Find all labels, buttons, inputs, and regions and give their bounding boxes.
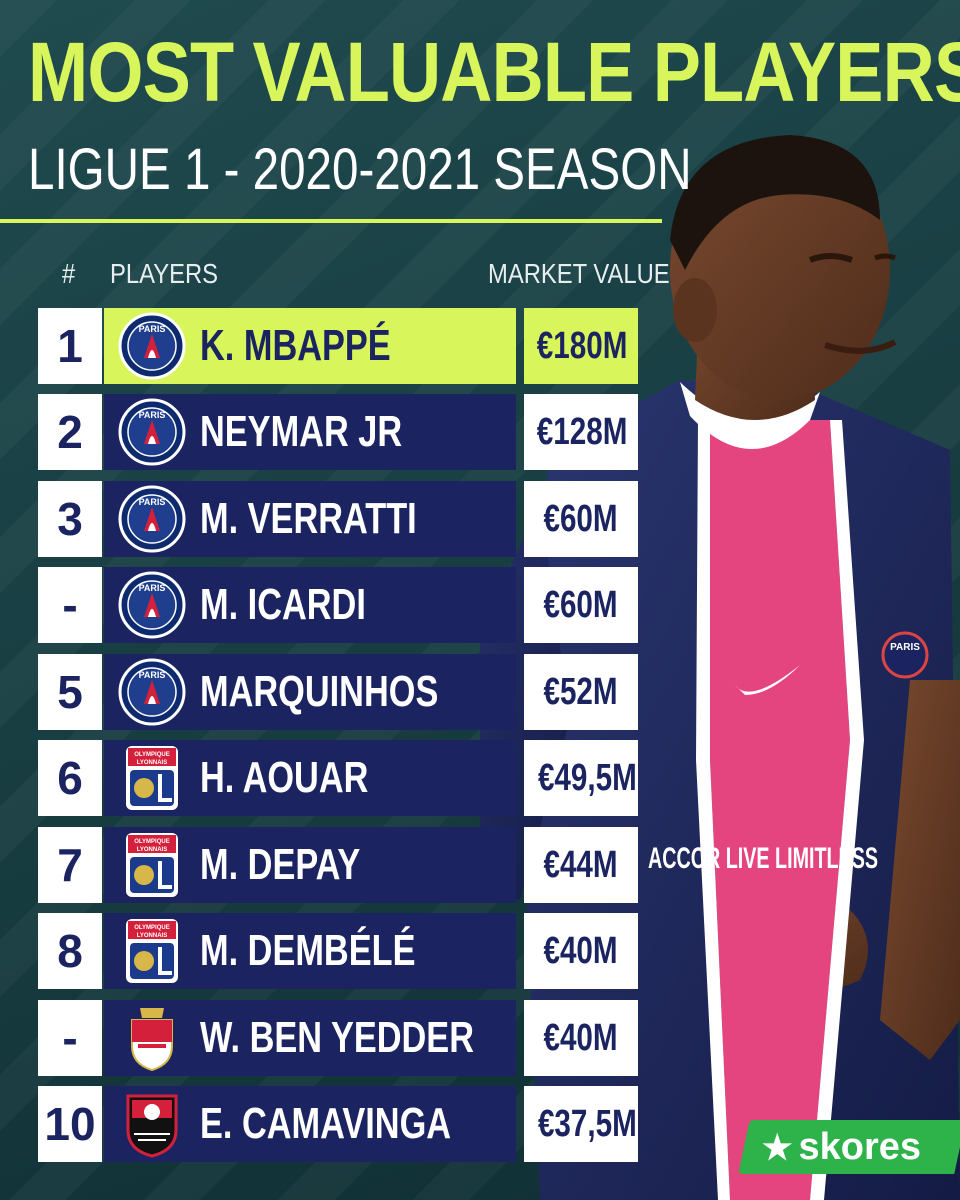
rank-number: 3 — [38, 481, 102, 557]
player-name-bar: PARIS MARQUINHOS — [104, 654, 516, 730]
player-row: 5 PARIS MARQUINHOS €52M — [38, 654, 638, 730]
psg-crest-text: PARIS — [139, 410, 166, 420]
lyon-crest-icon: OLYMPIQUE LYONNAIS — [126, 919, 178, 983]
brand-name: skores — [798, 1126, 922, 1168]
market-value: €60M — [524, 481, 638, 557]
psg-crest-icon: PARIS — [118, 571, 186, 639]
psg-crest-icon: PARIS — [118, 658, 186, 726]
lyon-crest-text-bottom: LYONNAIS — [137, 933, 167, 939]
psg-crest-icon: PARIS — [118, 485, 186, 553]
player-row: 7 OLYMPIQUE LYONNAIS M. DEPAY €44M — [38, 827, 638, 903]
rank-number: 8 — [38, 913, 102, 989]
player-row: 6 OLYMPIQUE LYONNAIS H. AOUAR €49,5M — [38, 740, 638, 816]
player-name-bar: PARIS M. ICARDI — [104, 567, 516, 643]
rank-number: - — [38, 1000, 102, 1076]
psg-crest-icon: PARIS — [118, 312, 186, 380]
market-value-text: €40M — [543, 930, 619, 972]
jersey-sponsor-text: ACCOR LIVE LIMITLESS — [648, 842, 878, 875]
market-value-text: €60M — [543, 584, 619, 626]
rank-number: 6 — [38, 740, 102, 816]
player-name-bar: OLYMPIQUE LYONNAIS M. DEPAY — [104, 827, 516, 903]
market-value-text: €49,5M — [537, 757, 637, 799]
market-value: €40M — [524, 913, 638, 989]
market-value-text: €52M — [543, 671, 619, 713]
market-value: €180M — [524, 308, 638, 384]
player-name: M. DEPAY — [200, 840, 361, 889]
column-header-rank: # — [62, 258, 76, 289]
market-value-text: €180M — [536, 325, 628, 367]
market-value-text: €128M — [536, 411, 628, 453]
player-name: M. DEMBÉLÉ — [200, 926, 416, 975]
rank-number: 2 — [38, 394, 102, 470]
market-value: €40M — [524, 1000, 638, 1076]
player-row: 8 OLYMPIQUE LYONNAIS M. DEMBÉLÉ €40M — [38, 913, 638, 989]
lyon-crest-icon: OLYMPIQUE LYONNAIS — [126, 746, 178, 810]
rennes-crest-icon — [126, 1094, 178, 1158]
lyon-crest-text-bottom: LYONNAIS — [137, 760, 167, 766]
market-value: €52M — [524, 654, 638, 730]
market-value: €37,5M — [524, 1086, 638, 1162]
player-row: - PARIS M. ICARDI €60M — [38, 567, 638, 643]
rank-number: - — [38, 567, 102, 643]
player-row: - W. BEN YEDDER €40M — [38, 1000, 638, 1076]
column-header-value: MARKET VALUE — [488, 258, 670, 289]
brand-badge: ★ skores — [738, 1120, 960, 1174]
psg-crest-icon: PARIS — [118, 398, 186, 466]
player-name-bar: PARIS NEYMAR JR — [104, 394, 516, 470]
player-name: K. MBAPPÉ — [200, 321, 391, 370]
player-name-bar: W. BEN YEDDER — [104, 1000, 516, 1076]
jersey-badge-text: PARIS — [890, 642, 920, 653]
player-name: M. VERRATTI — [200, 494, 417, 543]
page-subtitle: LIGUE 1 - 2020-2021 SEASON — [28, 137, 692, 202]
lyon-crest-text-bottom: LYONNAIS — [137, 847, 167, 853]
market-value-text: €60M — [543, 498, 619, 540]
swoosh-icon — [735, 665, 800, 695]
player-name: M. ICARDI — [200, 580, 366, 629]
lyon-crest-text-top: OLYMPIQUE — [134, 752, 169, 758]
market-value: €49,5M — [524, 740, 638, 816]
market-value: €44M — [524, 827, 638, 903]
lyon-crest-text-top: OLYMPIQUE — [134, 839, 169, 845]
player-name-bar: PARIS K. MBAPPÉ — [104, 308, 516, 384]
psg-crest-text: PARIS — [139, 583, 166, 593]
market-value: €60M — [524, 567, 638, 643]
title-divider — [0, 219, 662, 223]
psg-crest-text: PARIS — [139, 324, 166, 334]
market-value-text: €37,5M — [537, 1103, 637, 1145]
player-name-bar: OLYMPIQUE LYONNAIS H. AOUAR — [104, 740, 516, 816]
rank-number: 7 — [38, 827, 102, 903]
lyon-crest-icon: OLYMPIQUE LYONNAIS — [126, 833, 178, 897]
player-row: 2 PARIS NEYMAR JR €128M — [38, 394, 638, 470]
player-name: MARQUINHOS — [200, 667, 439, 716]
player-name-bar: E. CAMAVINGA — [104, 1086, 516, 1162]
player-name-bar: OLYMPIQUE LYONNAIS M. DEMBÉLÉ — [104, 913, 516, 989]
player-row: 3 PARIS M. VERRATTI €60M — [38, 481, 638, 557]
page-title: MOST VALUABLE PLAYERS — [28, 25, 960, 119]
player-row: 10 E. CAMAVINGA €37,5M — [38, 1086, 638, 1162]
rank-number: 5 — [38, 654, 102, 730]
star-icon: ★ — [762, 1129, 793, 1167]
psg-crest-text: PARIS — [139, 670, 166, 680]
player-name: E. CAMAVINGA — [200, 1099, 452, 1148]
psg-crest-text: PARIS — [139, 497, 166, 507]
player-name: H. AOUAR — [200, 753, 369, 802]
player-name-bar: PARIS M. VERRATTI — [104, 481, 516, 557]
market-value-text: €44M — [543, 844, 619, 886]
lyon-crest-text-top: OLYMPIQUE — [134, 925, 169, 931]
player-row: 1 PARIS K. MBAPPÉ €180M — [38, 308, 638, 384]
market-value: €128M — [524, 394, 638, 470]
player-name: W. BEN YEDDER — [200, 1013, 474, 1062]
column-header-players: PLAYERS — [110, 258, 219, 289]
player-name: NEYMAR JR — [200, 407, 403, 456]
market-value-text: €40M — [543, 1017, 619, 1059]
rank-number: 10 — [38, 1086, 102, 1162]
rank-number: 1 — [38, 308, 102, 384]
monaco-crest-icon — [131, 1008, 173, 1072]
